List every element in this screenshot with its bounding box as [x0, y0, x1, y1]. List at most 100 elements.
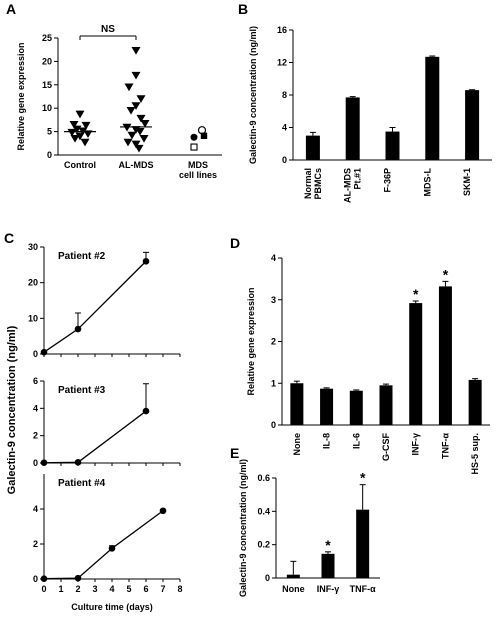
- y-tick-label: 4: [33, 403, 38, 413]
- data-point: [200, 132, 208, 140]
- bar: [320, 388, 334, 425]
- y-tick-label: 10: [28, 313, 38, 323]
- y-tick-label: 10: [42, 103, 52, 113]
- x-tick-label: None: [282, 584, 305, 594]
- x-tick-label: 6: [143, 584, 148, 594]
- y-tick-label: 0: [271, 420, 276, 430]
- x-tick-label: TNF-α: [440, 433, 450, 459]
- bar: [425, 56, 440, 160]
- y-tick-label: 0: [33, 458, 38, 468]
- data-point: [74, 459, 82, 466]
- y-tick-label: 4: [271, 253, 276, 263]
- y-axis-label: Galectin-9 concentration (ng/ml): [238, 459, 248, 597]
- significance-star: *: [360, 470, 366, 486]
- data-point: [159, 507, 167, 515]
- data-point: [74, 574, 82, 582]
- data-point: [134, 144, 144, 153]
- x-tick-label: 0: [41, 584, 46, 594]
- panel-e: E 0 0.2 0.4 0.6 Galectin-9 concentration (ng/…: [230, 445, 380, 597]
- y-tick-label: 25: [42, 33, 52, 43]
- bar: [290, 383, 304, 425]
- panel-label: D: [230, 235, 240, 251]
- y-tick-label: 0: [47, 150, 52, 160]
- y-tick-label: 0.4: [257, 506, 270, 516]
- bar: [305, 135, 320, 160]
- x-tick-label: None: [292, 433, 302, 456]
- y-tick-label: 30: [28, 242, 38, 252]
- y-tick-label: 0: [282, 155, 287, 165]
- data-point: [75, 132, 85, 141]
- bar: [465, 90, 480, 160]
- significance-label: NS: [101, 24, 115, 35]
- y-tick-label: 0: [33, 574, 38, 584]
- y-tick-label: 3: [271, 295, 276, 305]
- x-tick-label: 3: [92, 584, 97, 594]
- x-tick-label: IL-8: [322, 433, 332, 449]
- data-point: [67, 128, 77, 137]
- bar: [468, 379, 482, 425]
- bar: [321, 553, 335, 578]
- data-point: [135, 128, 145, 136]
- series-line: [43, 260, 147, 353]
- y-tick-label: 0.2: [257, 540, 270, 550]
- x-tick-label: HS-5 sup.: [470, 433, 480, 475]
- bar: [345, 97, 360, 160]
- panel-label: E: [230, 445, 239, 461]
- x-tick-label: MDS: [188, 160, 208, 170]
- x-tick-label: 8: [177, 584, 182, 594]
- panel-a: A 0 5 10 15 20 25 Relative gene expression Contr…: [6, 1, 222, 180]
- x-tick-label: 2: [75, 584, 80, 594]
- x-tick-label: AL-MDS: [119, 160, 154, 170]
- x-tick-label: cell lines: [179, 170, 217, 180]
- data-point: [131, 71, 141, 80]
- data-point: [140, 120, 150, 128]
- x-tick-label: INF-γ: [411, 433, 421, 456]
- panel-label: A: [6, 1, 16, 17]
- data-point: [83, 130, 93, 138]
- subplot: 0 2 4 6 Patient #3: [33, 376, 181, 468]
- x-tick-label: 1: [58, 584, 63, 594]
- data-point: [123, 138, 133, 147]
- series-line: [43, 510, 164, 580]
- y-tick-label: 12: [277, 58, 287, 68]
- y-tick-label: 0: [33, 349, 38, 359]
- significance-star: *: [325, 537, 331, 553]
- subplot: 0 10 20 30 Patient #2: [28, 242, 181, 359]
- data-point: [131, 140, 141, 149]
- y-tick-label: 8: [282, 90, 287, 100]
- data-point: [80, 138, 90, 147]
- subplot-title: Patient #3: [58, 385, 106, 396]
- y-axis-label: Galectin-9 concentration (ng/ml): [248, 26, 258, 164]
- x-tick-label: PBMCs: [313, 168, 323, 200]
- bar: [409, 303, 423, 425]
- panel-label: B: [238, 1, 248, 17]
- panel-b: B 0 4 8 12 16 Galectin-9 concentration (ng/ml)…: [238, 1, 492, 203]
- subplot-title: Patient #4: [58, 478, 106, 489]
- y-tick-label: 0: [265, 573, 270, 583]
- y-tick-label: 20: [28, 278, 38, 288]
- data-point: [190, 143, 198, 151]
- data-point: [142, 407, 150, 415]
- series-line: [43, 410, 147, 464]
- data-point: [108, 545, 116, 552]
- y-tick-label: 4: [282, 123, 287, 133]
- y-tick-label: 15: [42, 80, 52, 90]
- panel-label: C: [4, 230, 14, 246]
- bar: [286, 574, 300, 578]
- y-axis-label: Galectin-9 concentration (ng/ml): [6, 325, 18, 494]
- y-tick-label: 0.6: [257, 473, 270, 483]
- data-point: [70, 135, 80, 143]
- bar: [349, 390, 363, 425]
- data-point: [40, 575, 48, 582]
- data-point: [131, 47, 141, 55]
- y-tick-label: 4: [33, 504, 38, 514]
- data-point: [124, 83, 134, 92]
- x-axis-label: Culture time (days): [71, 602, 153, 612]
- subplot: 0 2 4 Patient #4 0 1 2 3 4 5 6 7 8: [33, 474, 183, 594]
- y-tick-label: 16: [277, 25, 287, 35]
- x-tick-label: F-36P: [383, 168, 393, 193]
- y-tick-label: 2: [33, 539, 38, 549]
- data-point: [136, 114, 146, 123]
